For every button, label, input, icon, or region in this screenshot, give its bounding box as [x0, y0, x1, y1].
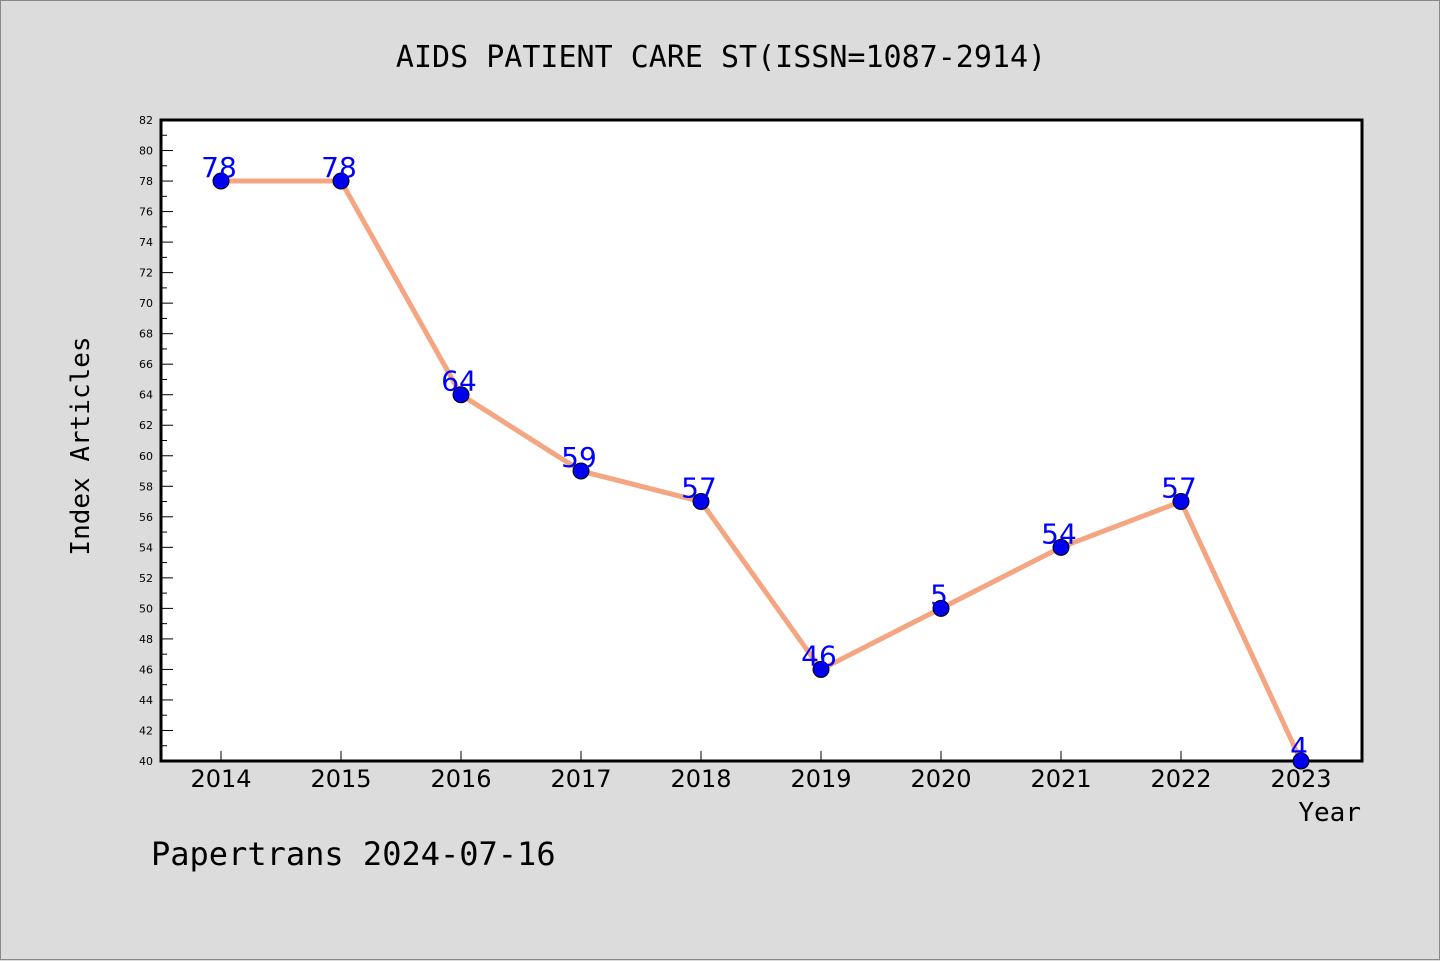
data-label: 64	[441, 365, 477, 398]
data-point	[1052, 538, 1070, 556]
series-line-group	[221, 178, 1304, 763]
x-tick-label: 2015	[310, 765, 371, 793]
x-axis: 2014 2015 2016 2017 2018 2019 2020 2021 2022 2023	[190, 751, 1332, 793]
y-tick-label: 56	[139, 511, 153, 524]
plot-area	[159, 118, 1364, 763]
data-label: 59	[561, 441, 597, 474]
y-tick-label: 62	[139, 419, 153, 432]
y-tick-label: 46	[139, 663, 153, 676]
x-tick-label: 2016	[430, 765, 491, 793]
data-point	[932, 599, 950, 617]
data-label: 78	[201, 151, 237, 184]
chart-title: AIDS PATIENT CARE ST(ISSN=1087-2914)	[396, 40, 1046, 75]
data-point	[572, 462, 590, 480]
data-point	[1172, 493, 1190, 511]
y-tick-label: 70	[139, 297, 153, 310]
data-label: 4	[1290, 731, 1308, 764]
x-tick-label: 2023	[1270, 765, 1331, 793]
x-axis-label: Year	[1298, 798, 1361, 828]
y-axis-label: Index Articles	[66, 336, 96, 555]
data-label: 5	[930, 578, 948, 611]
x-tick-label: 2021	[1030, 765, 1091, 793]
y-tick-label: 60	[139, 450, 153, 463]
y-tick-label: 66	[139, 358, 153, 371]
x-tick-label: 2020	[910, 765, 971, 793]
y-tick-label: 82	[139, 114, 153, 127]
data-points	[212, 172, 1310, 770]
x-tick-label: 2014	[190, 765, 251, 793]
y-tick-label: 58	[139, 480, 153, 493]
data-label: 46	[801, 639, 837, 672]
y-tick-label: 80	[139, 145, 153, 158]
y-tick-label: 76	[139, 206, 153, 219]
y-tick-label: 44	[139, 694, 153, 707]
data-point	[332, 172, 350, 190]
y-tick-label: 52	[139, 572, 153, 585]
y-tick-label: 68	[139, 328, 153, 341]
data-label: 54	[1041, 517, 1077, 550]
x-tick-label: 2022	[1150, 765, 1211, 793]
data-labels: 78 78 64 59 57 46 5 54 57 4	[201, 151, 1308, 764]
data-label: 57	[681, 472, 717, 505]
data-label: 57	[1161, 472, 1197, 505]
series-line	[221, 178, 1304, 763]
y-tick-label: 48	[139, 633, 153, 646]
x-tick-label: 2017	[550, 765, 611, 793]
y-tick-label: 78	[139, 175, 153, 188]
y-tick-label: 42	[139, 724, 153, 737]
data-point	[812, 660, 830, 678]
y-tick-label: 50	[139, 602, 153, 615]
y-tick-label: 40	[139, 755, 153, 768]
y-tick-label: 54	[139, 541, 153, 554]
y-tick-label: 72	[139, 267, 153, 280]
data-point	[1292, 752, 1310, 770]
x-tick-label: 2019	[790, 765, 851, 793]
y-axis: 40 42 44 46 48 50 52 54 56 58 60 62 64 66 68 70 72 74 76 78…	[139, 114, 173, 768]
y-tick-label: 74	[139, 236, 153, 249]
x-tick-label: 2018	[670, 765, 731, 793]
data-point	[692, 493, 710, 511]
y-tick-label: 64	[139, 389, 153, 402]
data-point	[212, 172, 230, 190]
data-point	[452, 386, 470, 404]
data-label: 78	[321, 151, 357, 184]
footer-text: Papertrans 2024-07-16	[151, 835, 556, 873]
